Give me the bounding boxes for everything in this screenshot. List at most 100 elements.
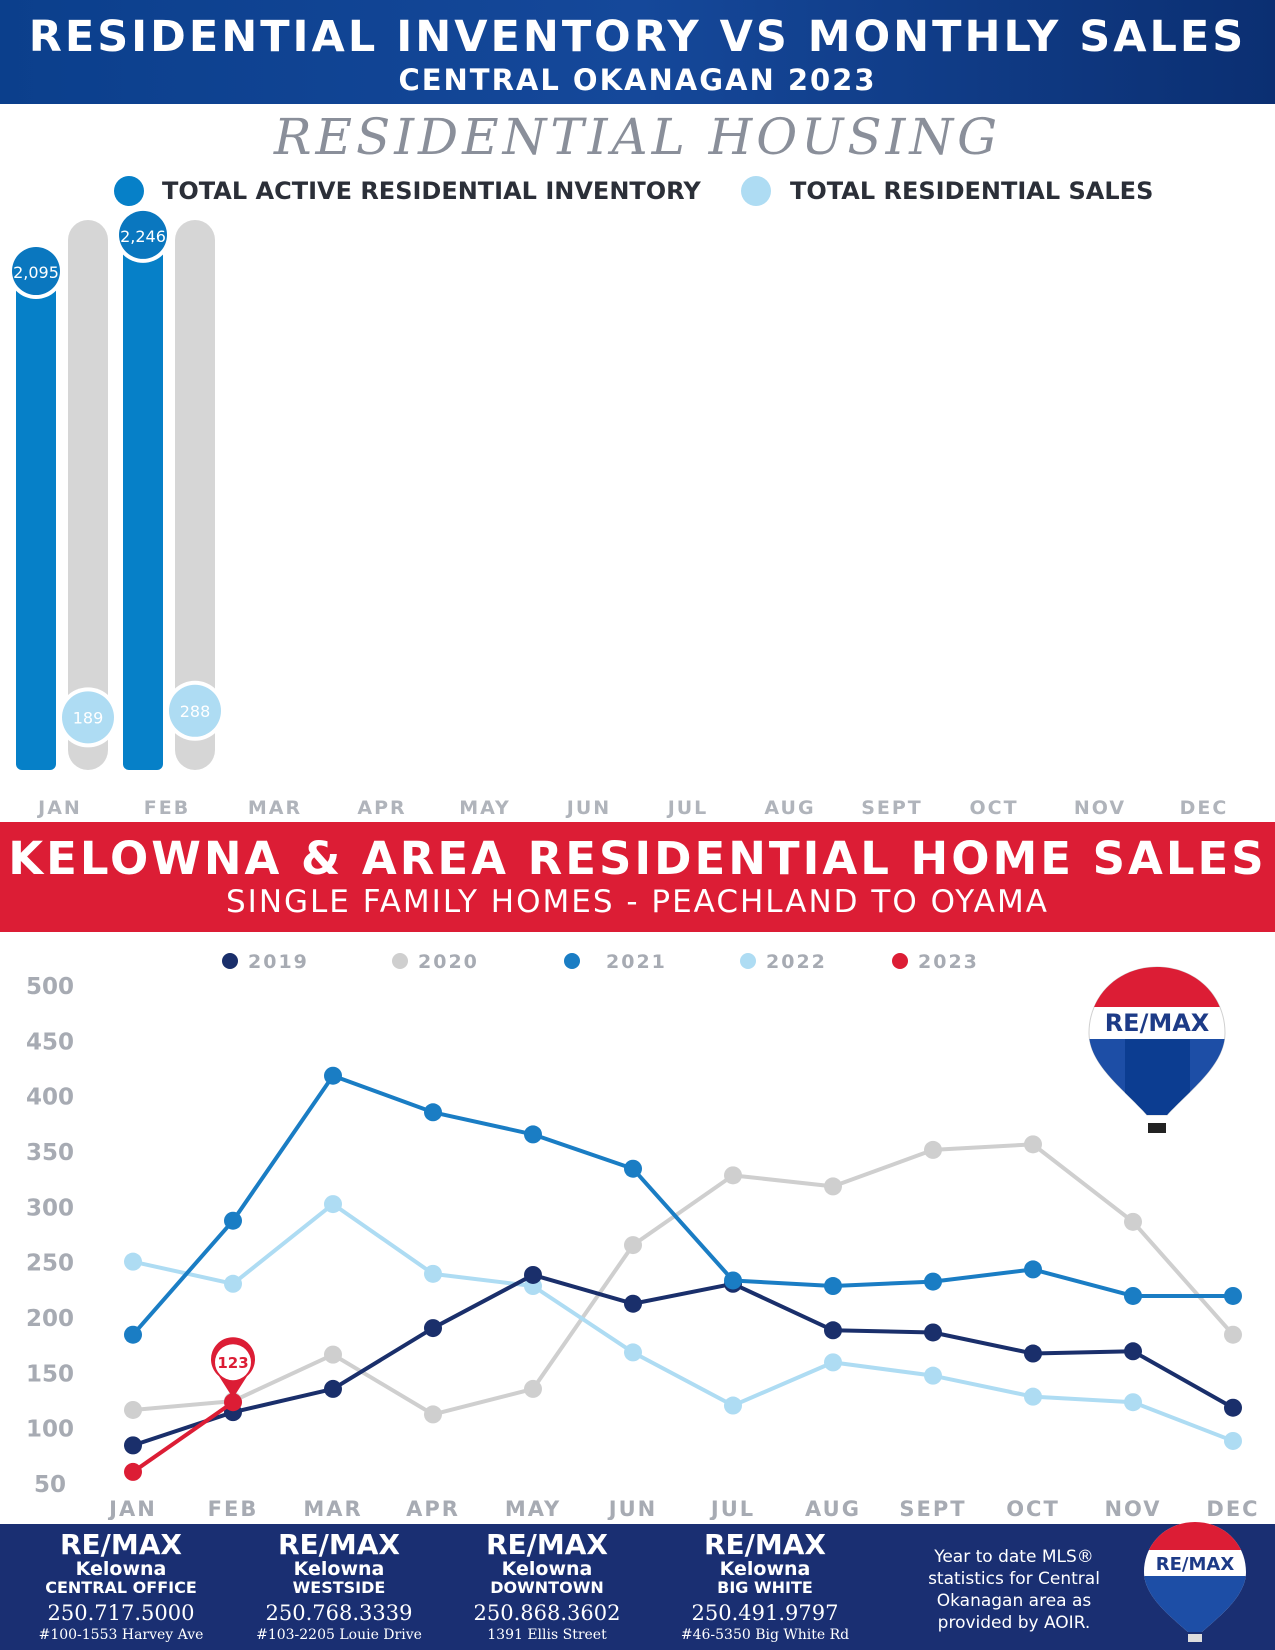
office-brand: RE/MAX bbox=[703, 1528, 827, 1561]
series-line-2023 bbox=[131, 1400, 235, 1474]
legend-label-2020: 2020 bbox=[418, 951, 479, 973]
legend-label-2019: 2019 bbox=[248, 951, 309, 973]
inventory-value-label: 2,095 bbox=[13, 263, 59, 282]
data-point-2019 bbox=[1124, 1342, 1142, 1361]
x-tick-label: NOV bbox=[1104, 1497, 1161, 1520]
inventory-bubble bbox=[119, 210, 167, 259]
legend-label-2021: 2021 bbox=[606, 951, 667, 973]
inventory-bar bbox=[16, 269, 56, 770]
annotation-marker: 123 bbox=[211, 1337, 256, 1399]
office-address: #103-2205 Louie Drive bbox=[256, 1627, 422, 1643]
x-tick-label: JUL bbox=[709, 1497, 755, 1520]
y-tick-label: 350 bbox=[26, 1140, 74, 1166]
data-point-2021 bbox=[124, 1325, 142, 1344]
data-point-2020 bbox=[724, 1166, 742, 1185]
header-banner: RESIDENTIAL INVENTORY VS MONTHLY SALES C… bbox=[0, 0, 1275, 104]
office-phone: 250.868.3602 bbox=[473, 1601, 621, 1625]
bar-month-label: JUL bbox=[666, 797, 709, 819]
data-point-2022 bbox=[1124, 1393, 1142, 1412]
data-point-2021 bbox=[824, 1277, 842, 1296]
y-tick-label: 300 bbox=[26, 1195, 74, 1221]
office-brand: RE/MAX bbox=[485, 1528, 609, 1561]
office-address: #46-5350 Big White Rd bbox=[680, 1627, 850, 1643]
legend-label-2023: 2023 bbox=[918, 951, 979, 973]
data-point-2019 bbox=[124, 1436, 142, 1455]
legend-dot-2022 bbox=[740, 953, 756, 969]
bar-month-labels: JAN FEB MAR APR MAY JUN JUL AUG SEPT OCT NOV DEC bbox=[36, 797, 1229, 819]
office-phone: 250.717.5000 bbox=[47, 1601, 195, 1625]
bar-month-label: NOV bbox=[1074, 797, 1126, 819]
data-point-2022 bbox=[324, 1195, 342, 1214]
bar-month-label: MAY bbox=[459, 797, 511, 819]
legend-dot-2020 bbox=[392, 953, 408, 969]
inventory-bar-chart: JAN FEB MAR APR MAY JUN JUL AUG SEPT OCT NOV DEC 2,0… bbox=[8, 206, 1229, 819]
data-point-2019 bbox=[624, 1294, 642, 1313]
data-point-2022 bbox=[1224, 1431, 1242, 1450]
x-tick-label: MAY bbox=[505, 1497, 561, 1520]
bar-month-label: FEB bbox=[144, 797, 190, 819]
office-card: RE/MAX Kelowna CENTRAL OFFICE 250.717.5000 #… bbox=[16, 1530, 226, 1644]
y-tick-label: 400 bbox=[26, 1085, 74, 1111]
bar-month-label: JAN bbox=[36, 797, 82, 819]
data-point-2021 bbox=[1224, 1286, 1242, 1305]
data-point-2020 bbox=[424, 1405, 442, 1424]
data-point-2022 bbox=[924, 1366, 942, 1385]
data-point-2019 bbox=[424, 1319, 442, 1338]
bar-month-label: SEPT bbox=[861, 797, 923, 819]
x-tick-label: MAR bbox=[303, 1497, 362, 1520]
data-point-2022 bbox=[1024, 1387, 1042, 1406]
data-point-2021 bbox=[524, 1125, 542, 1144]
footer-bar bbox=[0, 1524, 1275, 1650]
y-tick-label: 450 bbox=[26, 1029, 74, 1055]
legend-dot-inventory bbox=[114, 176, 144, 206]
legend-dot-2021 bbox=[564, 953, 580, 969]
office-branch: BIG WHITE bbox=[717, 1578, 813, 1597]
series-line-2019 bbox=[132, 1272, 1234, 1448]
data-point-2022 bbox=[224, 1274, 242, 1293]
sales-value-label: 189 bbox=[73, 708, 104, 727]
x-tick-label: JAN bbox=[107, 1497, 157, 1520]
annotation-pin-inner bbox=[215, 1344, 251, 1381]
page-subtitle: CENTRAL OKANAGAN 2023 bbox=[398, 63, 877, 97]
data-point-2021 bbox=[724, 1271, 742, 1290]
office-branch: DOWNTOWN bbox=[490, 1578, 604, 1597]
legend-label-2022: 2022 bbox=[766, 951, 827, 973]
sales-value-label: 288 bbox=[180, 702, 211, 721]
data-point-2021 bbox=[224, 1211, 242, 1230]
series-line-2020 bbox=[132, 1142, 1235, 1417]
data-point-2023 bbox=[124, 1462, 142, 1481]
data-point-2021 bbox=[1124, 1286, 1142, 1305]
data-point-2019 bbox=[524, 1265, 542, 1284]
data-point-2019 bbox=[324, 1379, 342, 1398]
office-card: RE/MAX Kelowna DOWNTOWN 250.868.3602 1391 El… bbox=[442, 1528, 652, 1644]
data-point-2020 bbox=[524, 1379, 542, 1398]
data-point-2022 bbox=[824, 1353, 842, 1372]
section-subtitle: SINGLE FAMILY HOMES - PEACHLAND TO OYAMA bbox=[226, 884, 1049, 920]
data-point-2020 bbox=[624, 1236, 642, 1255]
office-phone: 250.491.9797 bbox=[691, 1601, 839, 1625]
data-point-2022 bbox=[424, 1264, 442, 1283]
series-line-2021 bbox=[131, 1073, 1233, 1337]
section-banner: KELOWNA & AREA RESIDENTIAL HOME SALES SI… bbox=[0, 822, 1275, 932]
sales-bubble bbox=[62, 691, 114, 744]
office-city: Kelowna bbox=[501, 1558, 593, 1580]
data-point-2020 bbox=[124, 1400, 142, 1419]
sales-track bbox=[175, 220, 215, 770]
section-script-title: RESIDENTIAL HOUSING bbox=[273, 108, 1002, 166]
logo-text: RE/MAX bbox=[1105, 1009, 1210, 1037]
data-point-2019 bbox=[1024, 1344, 1042, 1363]
legend-dot-sales bbox=[741, 176, 771, 206]
office-brand: RE/MAX bbox=[277, 1528, 401, 1561]
office-phone: 250.768.3339 bbox=[265, 1601, 413, 1625]
x-tick-label: JUN bbox=[607, 1497, 657, 1520]
sales-line-chart: 2019 2020 2021 2022 2023 50 100 150 200 250 300 350… bbox=[26, 951, 1258, 1520]
bar-month-label: MAR bbox=[248, 797, 302, 819]
series-line-2022 bbox=[132, 1202, 1234, 1443]
bar-month-label: OCT bbox=[969, 797, 1018, 819]
data-point-2020 bbox=[924, 1140, 942, 1159]
data-point-2021 bbox=[424, 1103, 442, 1122]
data-point-2022 bbox=[724, 1396, 742, 1415]
data-point-2021 bbox=[324, 1066, 342, 1085]
bar-month-label: DEC bbox=[1180, 797, 1229, 819]
data-point-2020 bbox=[1224, 1325, 1242, 1344]
